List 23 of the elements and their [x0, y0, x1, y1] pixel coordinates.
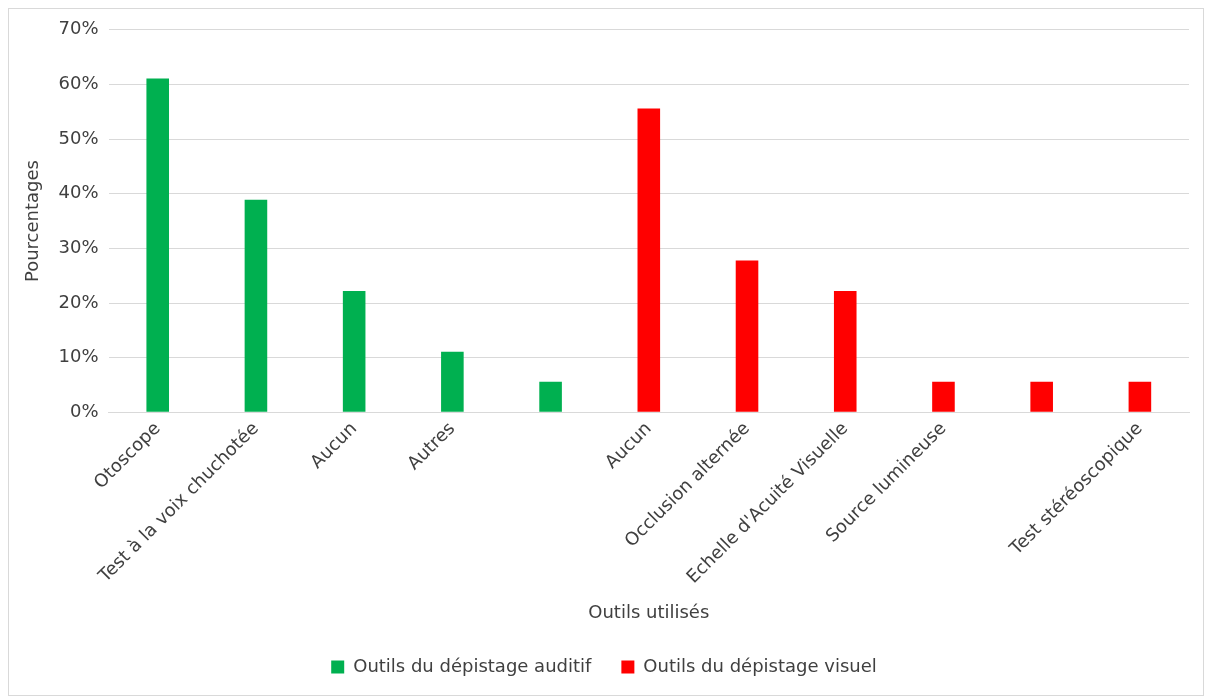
y-tick-label: 10% — [58, 345, 99, 367]
y-axis-title: Pourcentages — [21, 160, 43, 283]
bar — [637, 108, 661, 412]
bar — [1030, 381, 1053, 412]
bar — [342, 291, 366, 412]
bar — [244, 199, 268, 412]
y-tick-label: 40% — [58, 181, 99, 203]
bar — [735, 260, 759, 412]
x-axis-title: Outils utilisés — [588, 600, 710, 622]
legend-label: Outils du dépistage visuel — [643, 654, 877, 676]
y-tick-label: 20% — [58, 290, 99, 312]
bar — [1128, 381, 1152, 412]
bar — [441, 351, 464, 412]
y-tick-label: 50% — [58, 126, 99, 148]
y-tick-label: 30% — [58, 236, 99, 258]
y-tick-label: 60% — [58, 72, 99, 94]
y-tick-label: 0% — [70, 399, 99, 421]
bar — [833, 291, 857, 412]
legend-label: Outils du dépistage auditif — [353, 654, 593, 676]
bar — [146, 78, 170, 412]
bar — [932, 381, 955, 412]
y-tick-label: 70% — [58, 17, 99, 39]
bar — [539, 381, 562, 412]
